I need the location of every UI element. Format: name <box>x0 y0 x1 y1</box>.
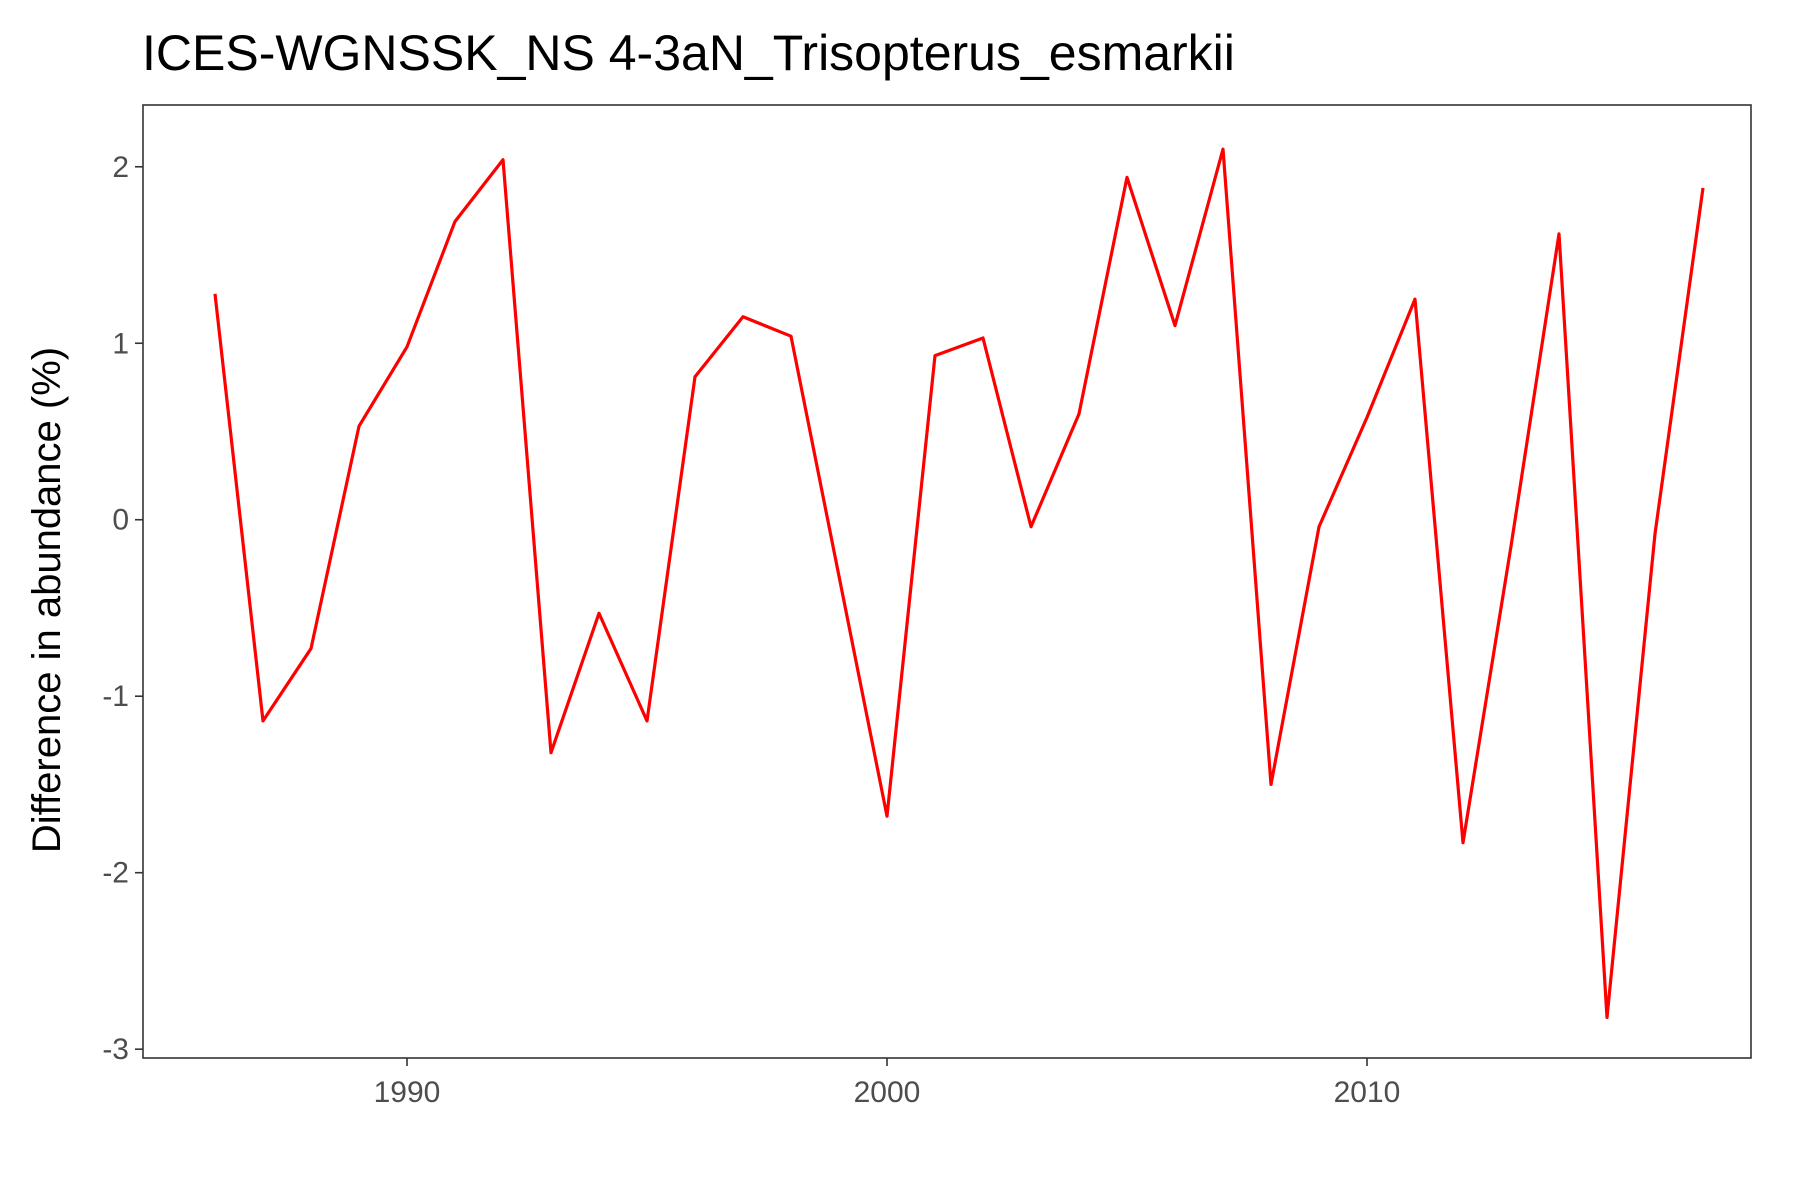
y-axis: -3 -2 -1 0 1 2 <box>102 151 143 1066</box>
y-tick-label: -1 <box>102 680 129 713</box>
y-tick-label: -2 <box>102 857 129 890</box>
x-tick-label: 2010 <box>1334 1076 1401 1109</box>
chart-title: ICES-WGNSSK_NS 4-3aN_Trisopterus_esmarki… <box>142 25 1235 81</box>
series-layer <box>213 147 1705 1020</box>
x-tick-label: 2000 <box>854 1076 921 1109</box>
x-axis: 1990 2000 2010 <box>374 1058 1401 1109</box>
x-tick-label: 1990 <box>374 1076 441 1109</box>
y-tick-label: 1 <box>112 327 129 360</box>
y-axis-label: Difference in abundance (%) <box>25 347 69 853</box>
series-line <box>213 147 1705 1020</box>
y-tick-label: 0 <box>112 504 129 537</box>
y-tick-label: 2 <box>112 151 129 184</box>
y-tick-label: -3 <box>102 1033 129 1066</box>
plot-panel <box>142 104 1752 1059</box>
